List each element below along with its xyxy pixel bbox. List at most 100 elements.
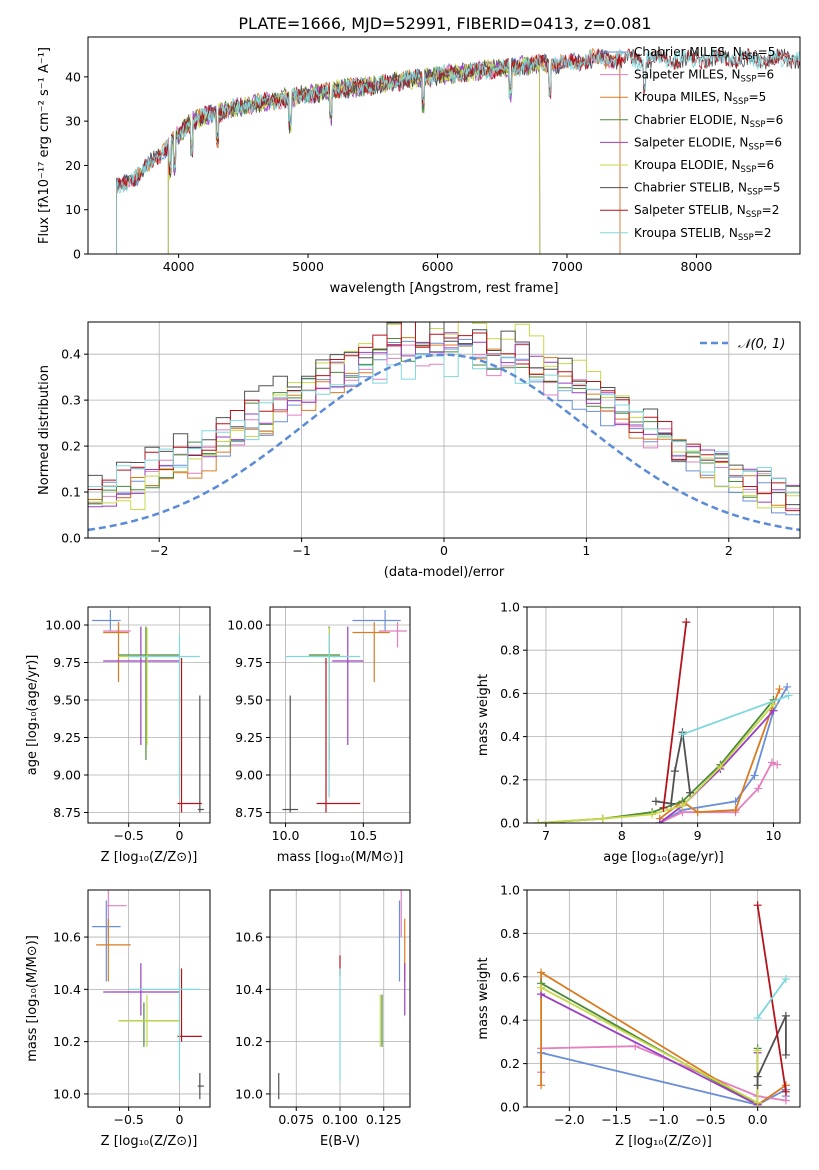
legend-value: =5 — [749, 90, 767, 104]
x-tick-label: −2.0 — [554, 1112, 584, 1127]
axes-frame — [526, 606, 801, 824]
y-tick-label: 0.3 — [61, 393, 81, 408]
mass-weight-marker — [655, 819, 664, 823]
mass-weight-marker — [598, 814, 607, 823]
mass-weight-marker — [784, 691, 793, 700]
legend-label: Salpeter MILES, NSSP=6 — [634, 68, 774, 85]
y-tick-label: 0.4 — [500, 729, 520, 744]
legend-subscript: SSP — [742, 52, 758, 62]
residual-step-series — [88, 345, 800, 493]
legend-label: Chabrier MILES, NSSP=5 — [634, 45, 775, 62]
legend-value: =2 — [762, 203, 780, 217]
y-tick-label: 0.2 — [500, 1056, 520, 1071]
legend-value: =6 — [756, 158, 774, 172]
mass-weight-marker — [537, 968, 546, 977]
mass-weight-marker — [775, 685, 784, 694]
mass-weight-marker — [659, 803, 668, 812]
x-tick-label: −0.5 — [695, 1112, 725, 1127]
mass-weight-marker — [753, 1081, 762, 1090]
mass-weight-marker — [693, 808, 702, 817]
x-tick-label: 7000 — [551, 259, 583, 274]
mass-weight-line — [682, 694, 789, 736]
legend-subscript: SSP — [741, 165, 757, 175]
legend-label: Chabrier STELIB, NSSP=5 — [634, 181, 781, 198]
mass-weight-marker — [754, 784, 763, 793]
axes-frame — [269, 606, 411, 824]
legend-label: Chabrier ELODIE, NSSP=6 — [634, 113, 783, 130]
mass-weight-marker — [667, 799, 676, 808]
mass-weight-marker — [753, 1046, 762, 1055]
y-tick-label: 9.25 — [235, 730, 263, 745]
x-axis-label: mass [log₁₀(M/M⊙)] — [277, 850, 404, 865]
x-tick-label: −0.5 — [113, 828, 143, 843]
spectrum-panel: 4000 5000 6000 7000 8000 0 10 20 30 40 wavelength … — [37, 36, 801, 296]
y-tick-label: 9.75 — [235, 655, 263, 670]
y-tick-label: 9.50 — [235, 693, 263, 708]
mass-weight-marker — [781, 974, 790, 983]
x-tick-label: 1 — [582, 543, 590, 558]
y-tick-label: 10.4 — [53, 982, 81, 997]
spectrum-series-line — [167, 56, 541, 254]
mass-weight-marker — [781, 1096, 790, 1105]
x-tick-label: 6000 — [422, 259, 454, 274]
x-tick-label: 8 — [618, 828, 626, 843]
x-tick-label: −1.0 — [648, 1112, 678, 1127]
y-tick-label: 10.2 — [235, 1034, 263, 1049]
legend-subscript: SSP — [750, 120, 766, 130]
x-axis-label: Z [log₁₀(Z/Z⊙)] — [101, 850, 198, 865]
panels: 4000 5000 6000 7000 8000010203040wavelength … — [25, 36, 801, 1149]
legend-label: 𝒩(0, 1) — [738, 337, 785, 352]
mass-weight-marker — [651, 797, 660, 806]
x-tick-label: 0 — [440, 543, 448, 558]
x-tick-label: 0.100 — [322, 1112, 358, 1127]
x-tick-label: 10.5 — [349, 828, 377, 843]
y-axis-label: mass weight — [476, 957, 491, 1039]
mass-weight-marker — [781, 1050, 790, 1059]
legend-subscript: SSP — [746, 210, 762, 220]
y-tick-label: 0.8 — [500, 643, 520, 658]
mass-weight-marker — [753, 1098, 762, 1107]
y-tick-label: 30 — [65, 114, 81, 129]
x-tick-label: 5000 — [292, 259, 324, 274]
residual-step-series — [88, 322, 800, 506]
legend-value: =6 — [764, 135, 782, 149]
y-tick-label: 9.00 — [53, 768, 81, 783]
age_vs_Z-panel: −0.5 0 8.75 9.00 9.25 9.50 9.75 10.00 Z [log₁₀(Z… — [25, 606, 211, 865]
mass-weight-marker — [686, 788, 695, 797]
weight_vs_age-panel: 7 8 9 10 0.0 0.2 0.4 0.6 0.8 1.0 age [log₁₀(age/yr… — [476, 600, 801, 865]
y-tick-label: 10.2 — [53, 1034, 81, 1049]
mass-weight-line — [655, 732, 691, 805]
x-tick-label: 0 — [176, 828, 184, 843]
x-tick-label: −1 — [292, 543, 310, 558]
legend-subscript: SSP — [733, 97, 749, 107]
mass-weight-marker — [682, 618, 691, 627]
x-tick-label: 0.125 — [366, 1112, 402, 1127]
mass-weight-marker — [731, 806, 740, 815]
y-tick-label: 9.75 — [53, 655, 81, 670]
x-axis-label: age [log₁₀(age/yr)] — [603, 850, 724, 865]
y-tick-label: 10.0 — [235, 1086, 263, 1101]
y-tick-label: 0 — [73, 247, 81, 262]
mass-weight-marker — [648, 810, 657, 819]
residual-step-series — [88, 332, 800, 508]
x-axis-label: Z [log₁₀(Z/Z⊙)] — [101, 1134, 198, 1149]
x-tick-label: 9 — [694, 828, 702, 843]
legend-subscript: SSP — [738, 233, 754, 243]
mass-weight-marker — [750, 771, 759, 780]
mass-weight-line — [540, 982, 759, 1107]
mass-weight-line — [662, 621, 688, 809]
legend-label: Kroupa ELODIE, NSSP=6 — [634, 158, 774, 175]
legend-value: =5 — [758, 45, 776, 59]
y-tick-label: 9.25 — [53, 730, 81, 745]
legend-value: =5 — [763, 181, 781, 195]
x-tick-label: 2 — [725, 543, 733, 558]
y-tick-label: 10.00 — [227, 618, 263, 633]
mass-weight-marker — [753, 1014, 762, 1023]
mass-weight-line — [540, 986, 759, 1105]
y-axis-label: mass [log₁₀(M/M⊙)] — [25, 935, 40, 1062]
y-tick-label: 1.0 — [500, 600, 520, 615]
spectrum-legend: Chabrier MILES, NSSP=5 Salpeter MILES, NS… — [600, 45, 783, 243]
x-tick-label: 0.0 — [748, 1112, 768, 1127]
mass_vs_Z-panel: −0.5 0 10.0 10.2 10.4 10.6 Z [log₁₀(Z/Z⊙)] mass… — [25, 889, 211, 1149]
